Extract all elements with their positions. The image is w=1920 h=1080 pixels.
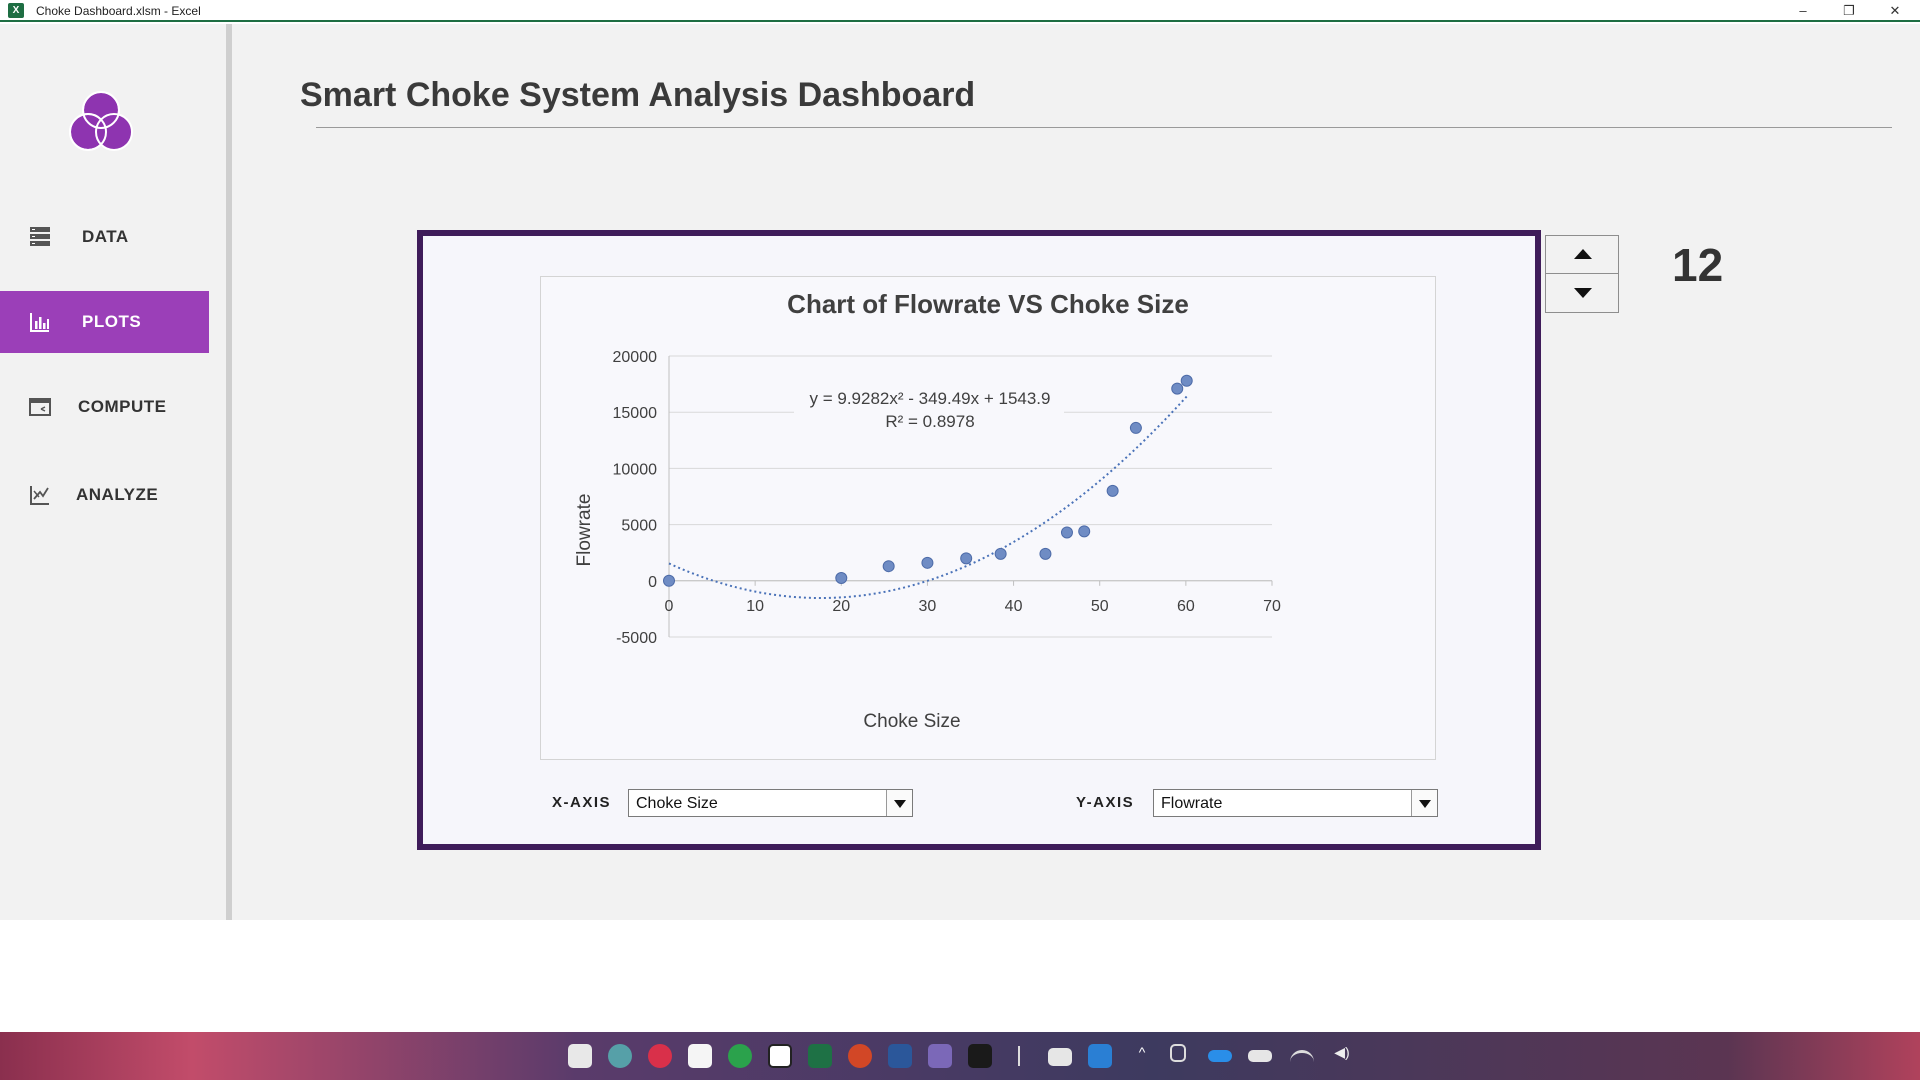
chart-analyze-icon bbox=[30, 486, 49, 505]
data-point bbox=[1039, 547, 1052, 560]
spinner-value: 12 bbox=[1672, 239, 1724, 291]
chart-title: Chart of Flowrate VS Choke Size bbox=[787, 289, 1189, 319]
keyboard-icon[interactable] bbox=[1048, 1048, 1072, 1066]
data-point bbox=[882, 560, 895, 573]
scatter-chart: Chart of Flowrate VS Choke Size -5000 0 50… bbox=[574, 289, 1281, 732]
restore-button[interactable]: ❐ bbox=[1843, 3, 1855, 18]
sidebar-divider bbox=[226, 24, 232, 920]
chart-area[interactable] bbox=[540, 276, 1436, 760]
chevron-down-icon[interactable] bbox=[886, 790, 912, 816]
y-tick-label: 0 bbox=[648, 574, 657, 591]
battery-icon[interactable] bbox=[1248, 1050, 1272, 1062]
y-tick-label: 20000 bbox=[613, 349, 658, 366]
y-tick-label: 10000 bbox=[613, 461, 658, 478]
volume-icon[interactable]: ◀) bbox=[1334, 1044, 1350, 1060]
x-tick-label: 40 bbox=[1005, 598, 1023, 615]
x-axis-dropdown-value: Choke Size bbox=[636, 795, 718, 812]
y-axis-selector-label: Y-AXIS bbox=[1076, 794, 1135, 811]
x-tick-label: 10 bbox=[746, 598, 764, 615]
focus-app-icon[interactable] bbox=[648, 1044, 672, 1068]
excel-taskbar-icon[interactable] bbox=[808, 1044, 832, 1068]
y-axis-title: Flowrate bbox=[574, 494, 595, 567]
window-titlebar bbox=[0, 0, 1920, 22]
x-axis-selector-label: X-AXIS bbox=[552, 794, 612, 811]
sidebar-item-label: ANALYZE bbox=[76, 485, 159, 504]
task-view-icon[interactable] bbox=[568, 1044, 592, 1068]
trendline bbox=[668, 395, 1188, 600]
powerpoint-icon[interactable] bbox=[848, 1044, 872, 1068]
windows-taskbar bbox=[0, 1032, 1920, 1080]
server-icon bbox=[30, 227, 50, 246]
vscode-icon[interactable] bbox=[1088, 1044, 1112, 1068]
taskbar-divider bbox=[1018, 1046, 1020, 1066]
excel-app-icon: X bbox=[8, 3, 24, 18]
bar-chart-icon bbox=[30, 313, 49, 332]
wifi-icon[interactable] bbox=[1290, 1050, 1314, 1064]
sidebar-item-compute[interactable]: COMPUTE bbox=[0, 376, 209, 438]
trendline-label-background bbox=[794, 380, 1064, 430]
x-tick-label: 50 bbox=[1091, 598, 1109, 615]
notion-icon[interactable] bbox=[768, 1044, 792, 1068]
brand-logo-icon bbox=[69, 91, 133, 151]
apps-grid-icon[interactable] bbox=[688, 1044, 712, 1068]
sidebar-item-label: PLOTS bbox=[82, 312, 142, 331]
data-point bbox=[960, 552, 973, 565]
x-axis-title: Choke Size bbox=[863, 711, 960, 732]
y-tick-label: 15000 bbox=[613, 405, 658, 422]
y-axis-dropdown-value: Flowrate bbox=[1161, 795, 1223, 812]
x-tick-label: 0 bbox=[665, 598, 674, 615]
data-point bbox=[663, 574, 675, 587]
x-tick-label: 30 bbox=[919, 598, 937, 615]
x-tick-label: 60 bbox=[1177, 598, 1195, 615]
calculator-screen-icon bbox=[29, 398, 51, 416]
chevron-up-icon[interactable]: ^ bbox=[1138, 1044, 1146, 1060]
word-icon[interactable] bbox=[888, 1044, 912, 1068]
page-title: Smart Choke System Analysis Dashboard bbox=[300, 76, 976, 114]
title-divider bbox=[316, 127, 1892, 128]
y-tick-label: -5000 bbox=[616, 630, 657, 647]
terminal-icon[interactable] bbox=[968, 1044, 992, 1068]
sidebar-item-label: DATA bbox=[82, 227, 129, 246]
sidebar-item-analyze[interactable]: ANALYZE bbox=[0, 464, 209, 526]
trendline-equation: y = 9.9282x² - 349.49x + 1543.9 bbox=[809, 389, 1050, 408]
onedrive-icon[interactable] bbox=[1208, 1050, 1232, 1062]
chevron-down-icon[interactable] bbox=[1411, 790, 1437, 816]
sidebar bbox=[0, 24, 230, 920]
chat-app-icon[interactable] bbox=[608, 1044, 632, 1068]
data-point bbox=[1171, 382, 1184, 395]
trendline-r-squared: R² = 0.8978 bbox=[885, 412, 974, 431]
close-button[interactable]: ✕ bbox=[1889, 3, 1901, 18]
window-title: Choke Dashboard.xlsm - Excel bbox=[36, 4, 201, 18]
data-point bbox=[1060, 526, 1073, 539]
spinner-down-button[interactable] bbox=[1546, 275, 1618, 312]
todo-icon[interactable] bbox=[928, 1044, 952, 1068]
sidebar-item-label: COMPUTE bbox=[78, 397, 167, 416]
x-tick-label: 70 bbox=[1263, 598, 1281, 615]
spinner-up-button[interactable] bbox=[1546, 236, 1618, 274]
data-point bbox=[1129, 421, 1142, 434]
data-point bbox=[1106, 484, 1119, 497]
evernote-icon[interactable] bbox=[728, 1044, 752, 1068]
device-icon[interactable] bbox=[1170, 1044, 1186, 1062]
minimize-button[interactable]: – bbox=[1799, 3, 1807, 18]
x-axis-dropdown[interactable]: Choke Size bbox=[628, 789, 913, 817]
value-spinner bbox=[1545, 235, 1619, 313]
sidebar-item-plots[interactable]: PLOTS bbox=[0, 291, 209, 353]
x-tick-label: 20 bbox=[832, 598, 850, 615]
data-point bbox=[835, 571, 848, 584]
y-tick-label: 5000 bbox=[621, 518, 657, 535]
data-point bbox=[1180, 374, 1193, 387]
y-axis-dropdown[interactable]: Flowrate bbox=[1153, 789, 1438, 817]
data-point bbox=[994, 547, 1007, 560]
sidebar-item-data[interactable]: DATA bbox=[0, 206, 209, 268]
data-point bbox=[1078, 525, 1091, 538]
data-point bbox=[921, 556, 934, 569]
